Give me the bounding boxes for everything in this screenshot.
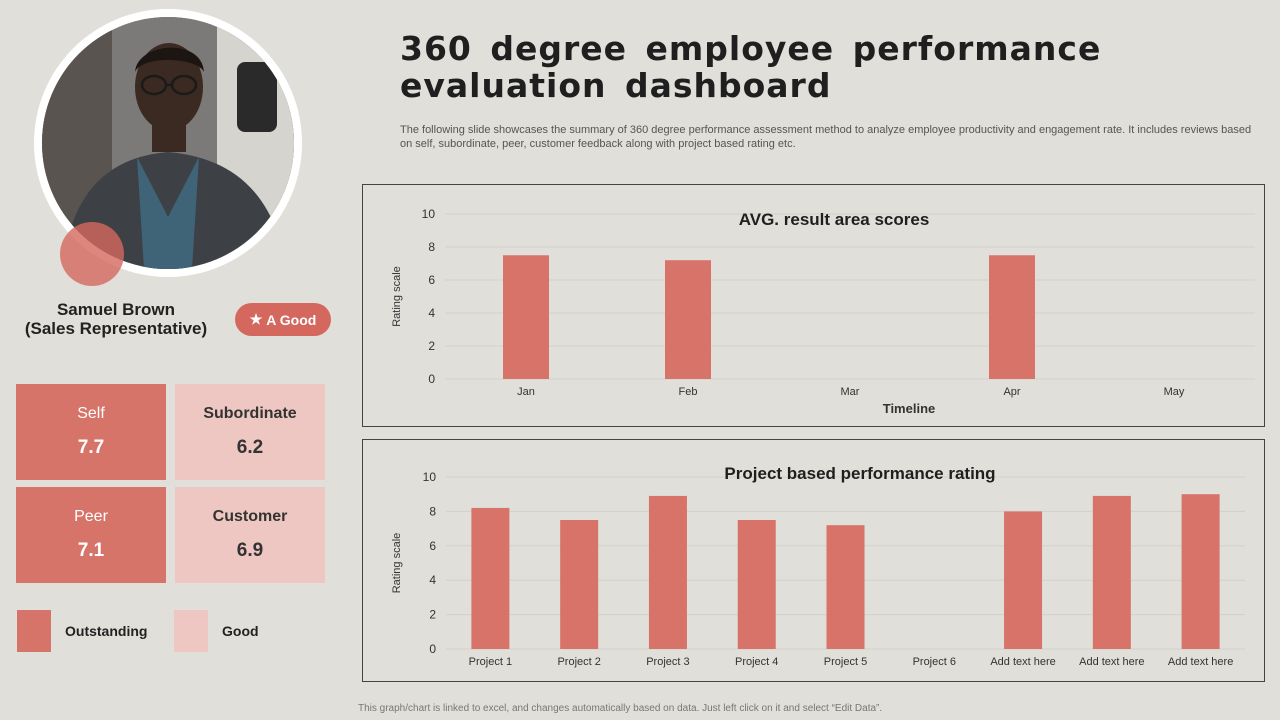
score-value: 6.2 — [236, 437, 264, 458]
score-label: Peer — [74, 508, 108, 525]
x-tick-label: Feb — [679, 386, 698, 398]
y-tick-label: 4 — [428, 306, 435, 320]
x-tick-label: Project 4 — [735, 656, 778, 668]
bar — [1092, 495, 1131, 649]
footnote: This graph/chart is linked to excel, and… — [358, 703, 883, 714]
project-rating-bar-chart: 0 2 4 6 8 10 Project 1 Project 2 Project 3 Projec… — [391, 464, 1245, 668]
score-value: 7.1 — [77, 540, 105, 561]
result-area-bar-chart: 0 2 4 6 8 10 Jan Feb Mar Apr May AVG. result area s… — [391, 207, 1255, 416]
x-tick-label: Add text here — [1079, 656, 1144, 668]
x-axis-label: Timeline — [883, 401, 936, 416]
employee-name: Samuel Brown — [56, 300, 176, 319]
bar — [826, 525, 865, 649]
bar — [503, 255, 549, 379]
bar — [560, 520, 599, 649]
employee-photo — [42, 17, 294, 269]
y-axis-label: Rating scale — [391, 533, 403, 594]
bar — [665, 260, 711, 379]
avatar — [42, 17, 294, 269]
y-tick-label: 2 — [428, 339, 435, 353]
star-icon: ★ — [249, 311, 263, 327]
y-tick-label: 10 — [422, 207, 436, 221]
employee-name-block: Samuel Brown (Sales Representative) — [10, 300, 222, 338]
x-tick-label: Project 1 — [469, 656, 512, 668]
x-tick-label: Mar — [841, 386, 860, 398]
x-tick-label: Project 3 — [646, 656, 689, 668]
bar — [471, 507, 510, 649]
x-tick-label: Jan — [517, 386, 535, 398]
x-tick-label: Add text here — [1168, 656, 1233, 668]
employee-role: (Sales Representative) — [24, 319, 208, 338]
y-tick-label: 0 — [429, 642, 436, 656]
bar — [1181, 494, 1220, 649]
y-tick-label: 8 — [429, 504, 436, 518]
score-tile-subordinate: Subordinate 6.2 — [175, 384, 325, 480]
score-label: Self — [77, 405, 105, 422]
y-axis-label: Rating scale — [391, 266, 403, 327]
x-tick-label: Project 5 — [824, 656, 867, 668]
x-tick-label: Project 2 — [557, 656, 600, 668]
chart-panel-result-area: 0 2 4 6 8 10 Jan Feb Mar Apr May AVG. result area s… — [362, 184, 1265, 427]
score-label: Customer — [212, 508, 288, 525]
score-tile-peer: Peer 7.1 — [16, 487, 166, 583]
y-tick-label: 8 — [428, 240, 435, 254]
bar — [648, 495, 687, 649]
x-tick-label: Apr — [1003, 386, 1020, 398]
x-tick-label: May — [1164, 386, 1185, 398]
score-tile-self: Self 7.7 — [16, 384, 166, 480]
legend-label-outstanding: Outstanding — [65, 623, 148, 639]
bar — [737, 520, 776, 649]
chart-panel-project-rating: 0 2 4 6 8 10 Project 1 Project 2 Project 3 Projec… — [362, 439, 1265, 682]
y-tick-label: 0 — [428, 372, 435, 386]
y-tick-label: 10 — [423, 470, 437, 484]
x-tick-label: Project 6 — [913, 656, 956, 668]
y-tick-label: 6 — [429, 539, 436, 553]
page-title: 360 degree employee performance evaluati… — [400, 29, 1102, 105]
score-value: 7.7 — [77, 437, 105, 458]
chart-title: AVG. result area scores — [739, 210, 930, 229]
x-tick-label: Add text here — [990, 656, 1055, 668]
page-description: The following slide showcases the summar… — [400, 124, 1252, 150]
bar — [1004, 511, 1043, 649]
legend-swatch-good — [174, 610, 208, 652]
score-tile-customer: Customer 6.9 — [175, 487, 325, 583]
rating-badge: ★ A Good — [235, 303, 331, 336]
rating-badge-label: A Good — [266, 311, 317, 328]
y-tick-label: 4 — [429, 573, 436, 587]
y-tick-label: 2 — [429, 608, 436, 622]
score-value: 6.9 — [236, 540, 264, 561]
legend-label-good: Good — [222, 623, 259, 639]
score-label: Subordinate — [203, 405, 297, 422]
bar — [989, 255, 1035, 379]
chart-title: Project based performance rating — [724, 464, 995, 483]
y-tick-label: 6 — [428, 273, 435, 287]
legend-swatch-outstanding — [17, 610, 51, 652]
decorative-circle — [60, 222, 124, 286]
